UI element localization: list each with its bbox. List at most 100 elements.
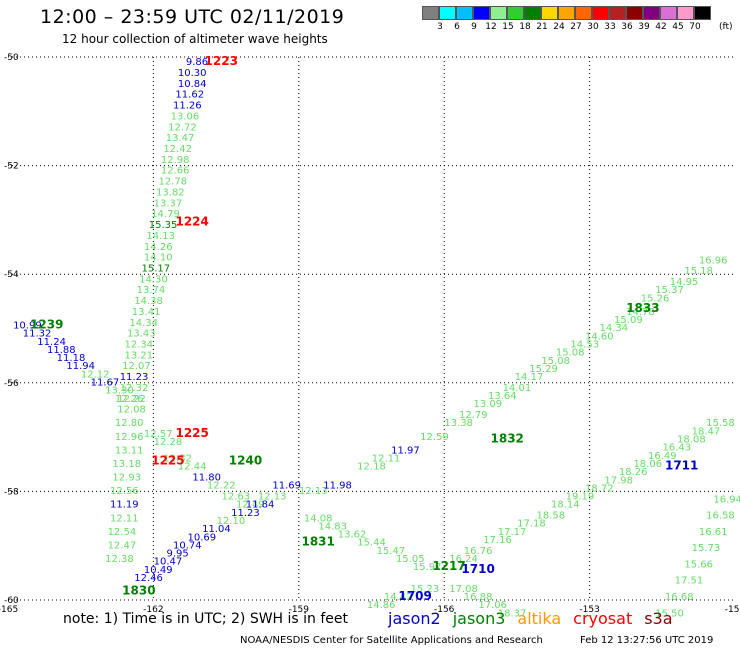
swh-point: 11.62 bbox=[175, 90, 204, 101]
swh-point: 16.58 bbox=[706, 511, 735, 522]
swh-point: 16.49 bbox=[648, 451, 677, 462]
swh-point: 13.37 bbox=[154, 198, 183, 209]
swh-point: 12.10 bbox=[217, 516, 246, 527]
track-time-label: 1710 bbox=[461, 562, 494, 576]
swh-point: 11.24 bbox=[37, 337, 66, 348]
legend-swatch bbox=[694, 6, 711, 20]
chart-subtitle: 12 hour collection of altimeter wave hei… bbox=[62, 32, 328, 46]
swh-point: 14.13 bbox=[146, 231, 175, 242]
legend-label: 70 bbox=[689, 22, 701, 32]
swh-point: 12.07 bbox=[122, 361, 151, 372]
swh-point: 11.18 bbox=[57, 353, 86, 364]
swh-point: 14.17 bbox=[515, 372, 544, 383]
legend-swatch bbox=[592, 6, 609, 20]
swh-point: 11.23 bbox=[231, 508, 260, 519]
swh-point: 15.17 bbox=[142, 263, 171, 274]
swh-point: 18.72 bbox=[585, 483, 614, 494]
swh-point: 14.08 bbox=[304, 513, 333, 524]
swh-point: 14.30 bbox=[139, 274, 168, 285]
color-scale-legend bbox=[422, 6, 711, 20]
x-tick-label: -165 bbox=[0, 605, 18, 615]
swh-point: 15.73 bbox=[692, 543, 721, 554]
swh-point: 15.09 bbox=[614, 315, 643, 326]
swh-point: 12.13 bbox=[258, 492, 287, 503]
swh-point: 16.94 bbox=[713, 494, 740, 505]
swh-point: 12.59 bbox=[420, 432, 449, 443]
legend-label: 21 bbox=[536, 22, 548, 32]
swh-point: 11.19 bbox=[110, 500, 139, 511]
swh-point: 15.08 bbox=[541, 356, 570, 367]
swh-point: 17.17 bbox=[498, 527, 527, 538]
swh-point: 12.32 bbox=[120, 383, 149, 394]
legend-swatch bbox=[541, 6, 558, 20]
legend-label: 24 bbox=[553, 22, 565, 32]
swh-point: 15.23 bbox=[410, 584, 439, 595]
legend-label: 6 bbox=[454, 22, 460, 32]
legend-label: 30 bbox=[587, 22, 599, 32]
swh-point: 11.98 bbox=[323, 481, 352, 492]
swh-point: 15.58 bbox=[706, 418, 735, 429]
legend-swatch bbox=[422, 6, 439, 20]
swh-point: 12.32 bbox=[163, 454, 192, 465]
swh-point: 12.28 bbox=[154, 437, 183, 448]
swh-point: 12.63 bbox=[221, 492, 250, 503]
swh-point: 15.26 bbox=[641, 293, 670, 304]
swh-point: 16.76 bbox=[464, 546, 493, 557]
swh-point: 16.43 bbox=[663, 443, 692, 454]
swh-point: 11.84 bbox=[246, 500, 275, 511]
x-tick-label: -156 bbox=[434, 605, 455, 615]
swh-point: 13.21 bbox=[125, 350, 154, 361]
swh-point: 18.47 bbox=[692, 426, 721, 437]
swh-point: 11.94 bbox=[66, 361, 95, 372]
y-tick-label: -50 bbox=[4, 53, 19, 63]
swh-point: 16.68 bbox=[665, 592, 694, 603]
swh-point: 18.58 bbox=[537, 511, 566, 522]
swh-point: 12.80 bbox=[115, 418, 144, 429]
swh-point: 14.38 bbox=[134, 296, 163, 307]
x-tick-label: -150 bbox=[725, 605, 740, 615]
swh-point: 12.79 bbox=[459, 410, 488, 421]
swh-point: 12.72 bbox=[168, 122, 197, 133]
swh-point: 19.19 bbox=[566, 492, 595, 503]
swh-point: 16.88 bbox=[464, 592, 493, 603]
swh-point: 17.06 bbox=[478, 600, 507, 611]
swh-point: 12.12 bbox=[81, 369, 110, 380]
swh-point: 12.08 bbox=[117, 405, 146, 416]
swh-point: 15.08 bbox=[556, 348, 585, 359]
swh-point: 11.04 bbox=[202, 524, 231, 535]
y-tick-label: -58 bbox=[4, 487, 19, 497]
swh-point: 14.95 bbox=[670, 277, 699, 288]
x-tick-label: -159 bbox=[289, 605, 310, 615]
y-tick-label: -52 bbox=[4, 162, 19, 172]
swh-point: 13.74 bbox=[137, 285, 166, 296]
swh-point: 12.11 bbox=[110, 513, 139, 524]
swh-point: 12.47 bbox=[108, 540, 137, 551]
swh-point: 13.82 bbox=[156, 187, 185, 198]
swh-point: 11.67 bbox=[91, 378, 120, 389]
track-time-label: 1240 bbox=[229, 453, 262, 467]
legend-label: 45 bbox=[672, 22, 684, 32]
legend-label: 12 bbox=[485, 22, 497, 32]
swh-point: 14.10 bbox=[144, 253, 173, 264]
swh-point: 14.79 bbox=[151, 209, 180, 220]
swh-point: 12.78 bbox=[158, 177, 187, 188]
swh-point: 9.95 bbox=[167, 549, 189, 560]
swh-point: 13.62 bbox=[338, 530, 367, 541]
swh-point: 16.96 bbox=[699, 255, 728, 266]
legend-swatch bbox=[507, 6, 524, 20]
track-time-label: 1711 bbox=[665, 459, 698, 473]
swh-point: 10.49 bbox=[144, 565, 173, 576]
legend-swatch bbox=[473, 6, 490, 20]
satellite-legend: jason2 jason3 altika cryosat s3a bbox=[388, 609, 685, 628]
legend-swatch bbox=[660, 6, 677, 20]
track-time-label: 1832 bbox=[491, 432, 524, 446]
swh-point: 16.61 bbox=[699, 527, 728, 538]
swh-point: 10.47 bbox=[154, 557, 183, 568]
swh-point: 12.38 bbox=[105, 554, 134, 565]
y-tick-label: -54 bbox=[4, 270, 19, 280]
swh-point: 14.83 bbox=[318, 521, 347, 532]
swh-point: 11.32 bbox=[23, 329, 52, 340]
swh-point: 12.54 bbox=[108, 527, 137, 538]
swh-point: 9.86 bbox=[186, 57, 208, 68]
swh-point: 17.16 bbox=[483, 535, 512, 546]
